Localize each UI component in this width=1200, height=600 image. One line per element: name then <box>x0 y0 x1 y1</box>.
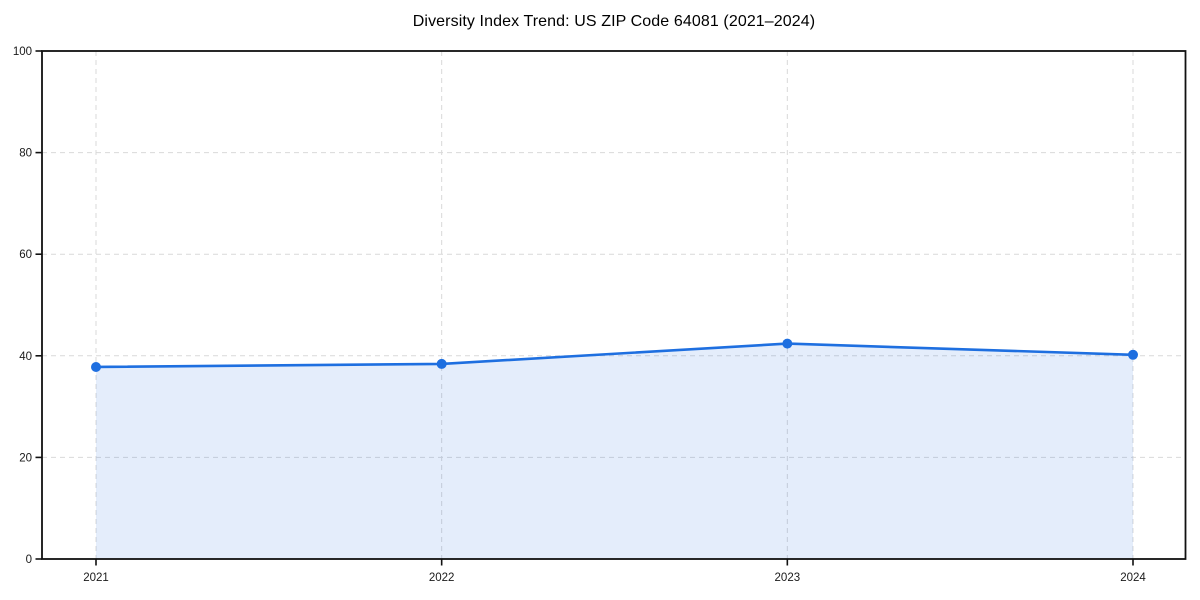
y-tick-label-100: 100 <box>13 46 32 58</box>
x-tick-label-2021: 2021 <box>83 572 109 584</box>
plot-background <box>42 51 1186 559</box>
y-tick-label-40: 40 <box>19 351 32 363</box>
data-point-2021 <box>91 361 101 372</box>
x-tick-label-2024: 2024 <box>1120 572 1146 584</box>
area-fill <box>96 343 1133 559</box>
chart-title: Diversity Index Trend: US ZIP Code 64081… <box>412 13 816 30</box>
y-tick-label-80: 80 <box>19 148 32 160</box>
x-tick-label-2022: 2022 <box>429 572 455 584</box>
y-tick-label-0: 0 <box>26 554 32 566</box>
y-tick-label-60: 60 <box>19 249 32 261</box>
data-point-2023 <box>782 338 793 349</box>
data-point-2024 <box>1128 349 1138 360</box>
axes-spines <box>41 50 1187 560</box>
y-tick-label-20: 20 <box>19 452 32 464</box>
x-tick-label-2023: 2023 <box>775 572 801 584</box>
data-point-2022 <box>436 358 447 369</box>
trend-line <box>94 342 1135 369</box>
